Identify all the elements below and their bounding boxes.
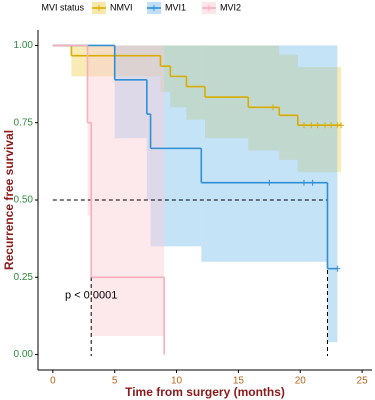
censor-mark <box>300 122 307 129</box>
ci-band <box>297 67 342 173</box>
censor-mark <box>266 179 273 186</box>
y-tick-label: 0.50 <box>14 195 34 206</box>
x-tick-label: 5 <box>112 376 118 387</box>
ci-band <box>327 45 338 343</box>
censor-mark <box>334 265 341 272</box>
x-tick-label: 25 <box>357 376 369 387</box>
ci-band <box>186 45 205 120</box>
y-tick-label: 1.00 <box>14 40 34 51</box>
ci-band <box>87 45 92 216</box>
ci-band <box>205 45 249 139</box>
ci-band <box>71 45 161 77</box>
legend-label: MVI2 <box>220 2 241 12</box>
ci-band <box>248 45 280 151</box>
censor-mark <box>309 179 316 186</box>
ci-band <box>150 45 202 247</box>
y-tick-label: 0.00 <box>14 349 34 360</box>
ci-band <box>160 45 171 92</box>
x-tick-label: 15 <box>233 376 245 387</box>
y-axis-title: Recurrence free survival <box>2 130 16 270</box>
y-tick-label: 0.25 <box>14 272 34 283</box>
ci-band <box>201 45 328 262</box>
censor-mark <box>321 122 328 129</box>
x-tick-label: 10 <box>171 376 183 387</box>
ci-band <box>146 45 151 200</box>
legend-title: MVI status <box>41 2 84 12</box>
censor-mark <box>328 122 335 129</box>
ci-band <box>279 54 298 160</box>
legend-label: MVI1 <box>165 2 186 12</box>
x-tick-label: 0 <box>50 376 56 387</box>
x-tick-label: 20 <box>295 376 307 387</box>
ci-band <box>114 45 147 139</box>
censor-mark <box>314 122 321 129</box>
x-axis-title: Time from surgery (months) <box>125 385 285 399</box>
censor-mark <box>338 122 345 129</box>
censor-mark <box>308 122 315 129</box>
p-value: p < 0.0001 <box>65 290 117 302</box>
censor-mark <box>300 179 307 186</box>
censor-mark <box>270 104 277 111</box>
y-tick-label: 0.75 <box>14 117 34 128</box>
legend-label: NMVI <box>110 2 133 12</box>
ci-band <box>91 45 165 337</box>
